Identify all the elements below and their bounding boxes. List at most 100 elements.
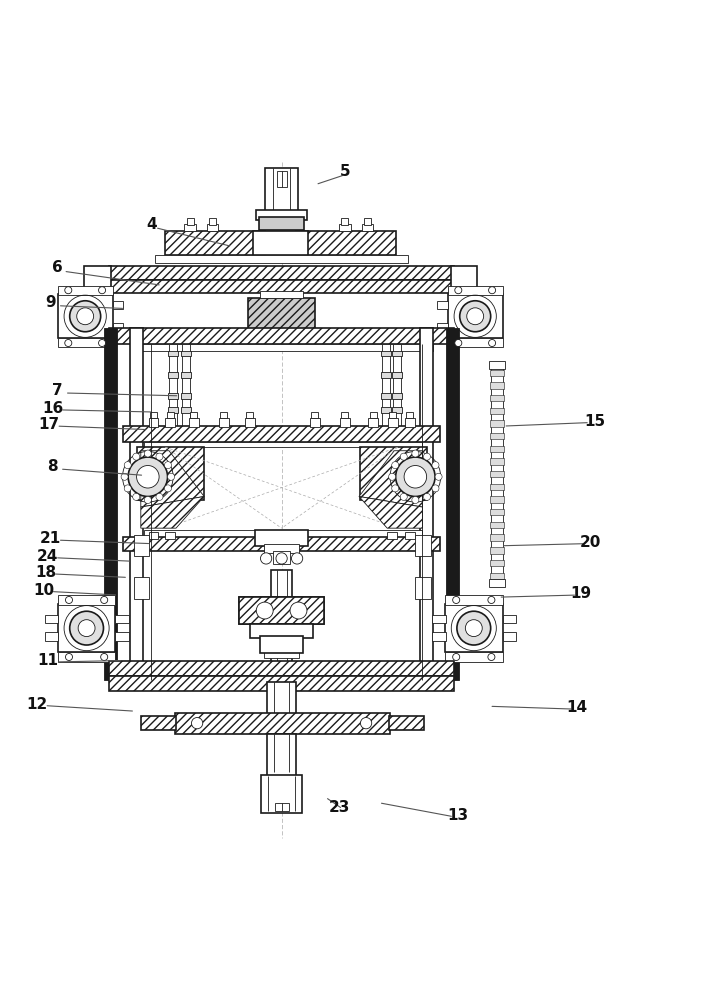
Polygon shape — [141, 451, 204, 507]
Circle shape — [488, 596, 495, 603]
Bar — [490, 458, 504, 465]
Bar — [490, 420, 504, 427]
Bar — [184, 224, 196, 231]
Text: 18: 18 — [35, 565, 56, 580]
Bar — [490, 522, 504, 528]
Bar — [503, 632, 516, 641]
Bar — [130, 344, 433, 351]
Circle shape — [191, 718, 203, 729]
Circle shape — [465, 620, 482, 637]
Bar — [277, 171, 287, 187]
Text: 10: 10 — [33, 583, 54, 598]
Circle shape — [65, 653, 73, 661]
Circle shape — [389, 473, 396, 480]
Bar — [381, 372, 391, 378]
Bar — [113, 301, 123, 309]
Bar — [253, 231, 308, 255]
Bar — [448, 338, 503, 347]
Bar — [392, 393, 402, 399]
Circle shape — [260, 553, 272, 564]
Bar — [109, 661, 454, 676]
Bar — [245, 418, 255, 427]
Bar — [437, 301, 448, 309]
Text: 14: 14 — [567, 700, 588, 715]
Bar — [448, 286, 503, 295]
Bar — [58, 286, 113, 295]
Circle shape — [360, 718, 372, 729]
Bar — [381, 393, 391, 399]
Bar — [175, 713, 390, 734]
Bar — [219, 418, 229, 427]
Bar — [141, 716, 176, 730]
Circle shape — [156, 493, 163, 500]
Bar — [491, 363, 503, 581]
Bar — [189, 418, 199, 427]
Bar — [264, 544, 299, 553]
Text: 23: 23 — [329, 800, 350, 815]
Bar — [256, 210, 307, 220]
Bar — [58, 338, 113, 347]
Bar — [264, 634, 299, 658]
Bar — [58, 652, 115, 662]
Circle shape — [132, 453, 139, 460]
Text: 17: 17 — [39, 417, 60, 432]
Text: 6: 6 — [52, 260, 63, 275]
Bar — [368, 418, 378, 427]
Bar — [360, 447, 427, 500]
Bar — [405, 418, 415, 427]
Bar — [190, 412, 197, 418]
Bar — [341, 412, 348, 418]
Circle shape — [70, 611, 103, 645]
Bar — [149, 418, 158, 427]
Bar — [144, 442, 422, 447]
Circle shape — [256, 602, 273, 619]
Bar — [168, 407, 178, 413]
Circle shape — [489, 287, 496, 294]
Circle shape — [291, 553, 303, 564]
Bar — [490, 471, 504, 477]
Circle shape — [121, 473, 128, 480]
Bar — [415, 535, 431, 556]
Circle shape — [467, 308, 484, 325]
Bar — [209, 218, 216, 225]
Text: 21: 21 — [40, 531, 61, 546]
Bar — [109, 676, 454, 691]
Bar — [362, 224, 373, 231]
Circle shape — [412, 496, 419, 504]
Circle shape — [290, 602, 307, 619]
Circle shape — [489, 339, 496, 347]
Bar — [58, 294, 113, 338]
Circle shape — [488, 653, 495, 661]
Bar — [149, 532, 158, 539]
Bar — [130, 328, 143, 680]
Circle shape — [78, 620, 95, 637]
Bar — [165, 231, 265, 255]
Circle shape — [391, 485, 398, 492]
Bar — [258, 623, 305, 637]
Bar — [165, 532, 175, 539]
Bar — [381, 407, 391, 413]
Bar — [134, 535, 149, 556]
Bar — [239, 597, 324, 624]
Circle shape — [453, 653, 460, 661]
Circle shape — [65, 287, 72, 294]
Bar — [490, 534, 504, 541]
Bar — [271, 570, 292, 739]
Circle shape — [124, 462, 131, 469]
Circle shape — [276, 553, 287, 564]
Bar — [168, 372, 178, 378]
Circle shape — [457, 611, 491, 645]
Bar — [388, 418, 398, 427]
Circle shape — [432, 485, 439, 492]
Circle shape — [423, 453, 430, 460]
Circle shape — [412, 450, 419, 457]
Text: 24: 24 — [37, 549, 58, 564]
Bar — [490, 382, 504, 389]
Bar — [392, 351, 402, 356]
Bar — [58, 595, 115, 605]
Bar — [109, 266, 454, 280]
Bar — [144, 530, 422, 539]
Bar — [45, 615, 58, 623]
Text: 13: 13 — [447, 808, 468, 823]
Bar — [445, 595, 503, 605]
